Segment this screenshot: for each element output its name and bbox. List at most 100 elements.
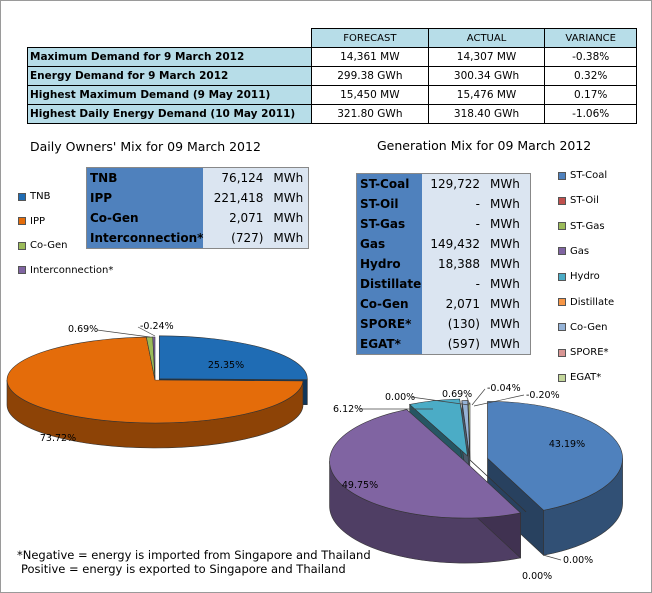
list-item: TNB 76,124 MWh	[87, 168, 307, 188]
owner-name: Interconnection*	[87, 228, 204, 248]
list-item: IPP 221,418 MWh	[87, 188, 307, 208]
list-item: Interconnection* (727) MWh	[87, 228, 307, 248]
gen-value: 18,388	[438, 257, 480, 271]
variance-cell: -0.38%	[544, 47, 637, 67]
legend-item: Hydro	[558, 271, 600, 282]
gen-unit: MWh	[490, 317, 520, 331]
generation-mix-title: Generation Mix for 09 March 2012	[377, 138, 592, 153]
owners-values-box: TNB 76,124 MWh IPP 221,418 MWh Co-Gen 2,071 MW…	[86, 167, 309, 249]
legend-swatch	[558, 373, 566, 382]
pie-data-label: 73.72%	[40, 433, 76, 444]
list-item: ST-Gas - MWh	[357, 214, 524, 234]
actual-cell: 15,476 MW	[427, 85, 546, 105]
legend-swatch	[18, 266, 26, 274]
gen-name: EGAT*	[357, 334, 422, 354]
list-item: ST-Oil - MWh	[357, 194, 524, 214]
forecast-cell: 299.38 GWh	[311, 66, 429, 86]
legend-swatch	[558, 298, 566, 306]
footnote: *Negative = energy is imported from Sing…	[17, 548, 371, 576]
pie-data-label: 49.75%	[342, 480, 378, 491]
row-label: Maximum Demand for 9 March 2012	[27, 47, 312, 67]
gen-name: Hydro	[357, 254, 422, 274]
owners-mix-title: Daily Owners' Mix for 09 March 2012	[30, 139, 261, 154]
legend-label: Co-Gen	[30, 240, 68, 251]
legend-swatch	[18, 241, 26, 250]
legend-label: ST-Oil	[570, 195, 599, 207]
legend-label: Hydro	[570, 271, 600, 283]
actual-cell: 14,307 MW	[427, 47, 546, 67]
owner-name: IPP	[87, 188, 204, 208]
legend-label: TNB	[30, 191, 51, 202]
pie-data-label: 6.12%	[333, 404, 363, 415]
gen-unit: MWh	[490, 257, 520, 271]
owner-value: 221,418	[213, 191, 264, 205]
table-header-row: FORECAST ACTUAL VARIANCE	[28, 28, 637, 48]
gen-value: 149,432	[430, 237, 480, 251]
list-item: Distillate - MWh	[357, 274, 524, 294]
leader-line	[465, 394, 471, 406]
blank-header-cell	[28, 29, 312, 48]
legend-item: TNB	[18, 191, 50, 202]
pie-slice	[461, 400, 471, 458]
legend-swatch	[558, 272, 566, 281]
forecast-cell: 321.80 GWh	[311, 104, 429, 124]
table-row: Highest Maximum Demand (9 May 2011) 15,4…	[27, 85, 637, 105]
legend-label: Gas	[570, 245, 590, 257]
pie-data-label: -0.04%	[487, 383, 521, 394]
legend-item: EGAT*	[558, 372, 601, 383]
legend-label: ST-Coal	[570, 170, 608, 181]
list-item: SPORE* (130) MWh	[357, 314, 524, 334]
pie-data-label: -0.20%	[526, 390, 560, 401]
variance-cell: -1.06%	[544, 104, 637, 124]
list-item: Co-Gen 2,071 MWh	[87, 208, 307, 228]
legend-label: SPORE*	[570, 347, 609, 359]
actual-cell: 318.40 GWh	[427, 104, 546, 124]
legend-label: Co-Gen	[570, 321, 608, 333]
list-item: Hydro 18,388 MWh	[357, 254, 524, 274]
legend-swatch	[558, 171, 566, 180]
legend-swatch	[558, 348, 566, 357]
legend-label: ST-Gas	[570, 220, 605, 232]
gen-value: 129,722	[430, 177, 480, 191]
pie-slice	[329, 409, 522, 519]
legend-item: ST-Oil	[558, 195, 599, 206]
pie-slice	[487, 401, 623, 511]
gen-name: ST-Gas	[357, 214, 422, 234]
owner-unit: MWh	[273, 191, 304, 205]
legend-item: IPP	[18, 216, 45, 227]
table-row: Energy Demand for 9 March 2012 299.38 GW…	[27, 66, 637, 86]
gen-value: -	[475, 277, 480, 291]
gen-unit: MWh	[490, 177, 520, 191]
pie-data-label: 0.69%	[68, 324, 98, 335]
footnote-line-1: *Negative = energy is imported from Sing…	[17, 548, 371, 562]
forecast-cell: 14,361 MW	[311, 47, 429, 67]
legend-swatch	[558, 247, 566, 256]
pie-data-label: 0.00%	[385, 392, 415, 403]
gen-name: Gas	[357, 234, 422, 254]
pie-data-label: 0.69%	[442, 389, 472, 400]
list-item: EGAT* (597) MWh	[357, 334, 524, 354]
gen-unit: MWh	[490, 297, 520, 311]
leader-line	[471, 388, 486, 406]
leader-line	[410, 396, 470, 406]
gen-name: ST-Oil	[357, 194, 422, 214]
pie-slice	[409, 398, 468, 457]
pie-slice	[6, 336, 304, 424]
owner-name: Co-Gen	[87, 208, 204, 228]
pie-data-label: 43.19%	[549, 439, 585, 450]
row-label: Highest Daily Energy Demand (10 May 2011…	[27, 104, 312, 124]
legend-item: Gas	[558, 246, 589, 257]
variance-header: VARIANCE	[544, 28, 637, 48]
gen-unit: MWh	[490, 217, 520, 231]
legend-swatch	[558, 196, 566, 205]
legend-item: Interconnection*	[18, 265, 113, 276]
actual-cell: 300.34 GWh	[427, 66, 546, 86]
forecast-header: FORECAST	[311, 28, 429, 48]
pie-data-label: -0.24%	[140, 321, 174, 332]
owner-unit: MWh	[273, 231, 304, 245]
legend-item: Co-Gen	[558, 322, 608, 333]
leader-line	[96, 329, 151, 338]
gen-unit: MWh	[490, 197, 520, 211]
gen-unit: MWh	[490, 277, 520, 291]
owner-value: 2,071	[229, 211, 264, 225]
